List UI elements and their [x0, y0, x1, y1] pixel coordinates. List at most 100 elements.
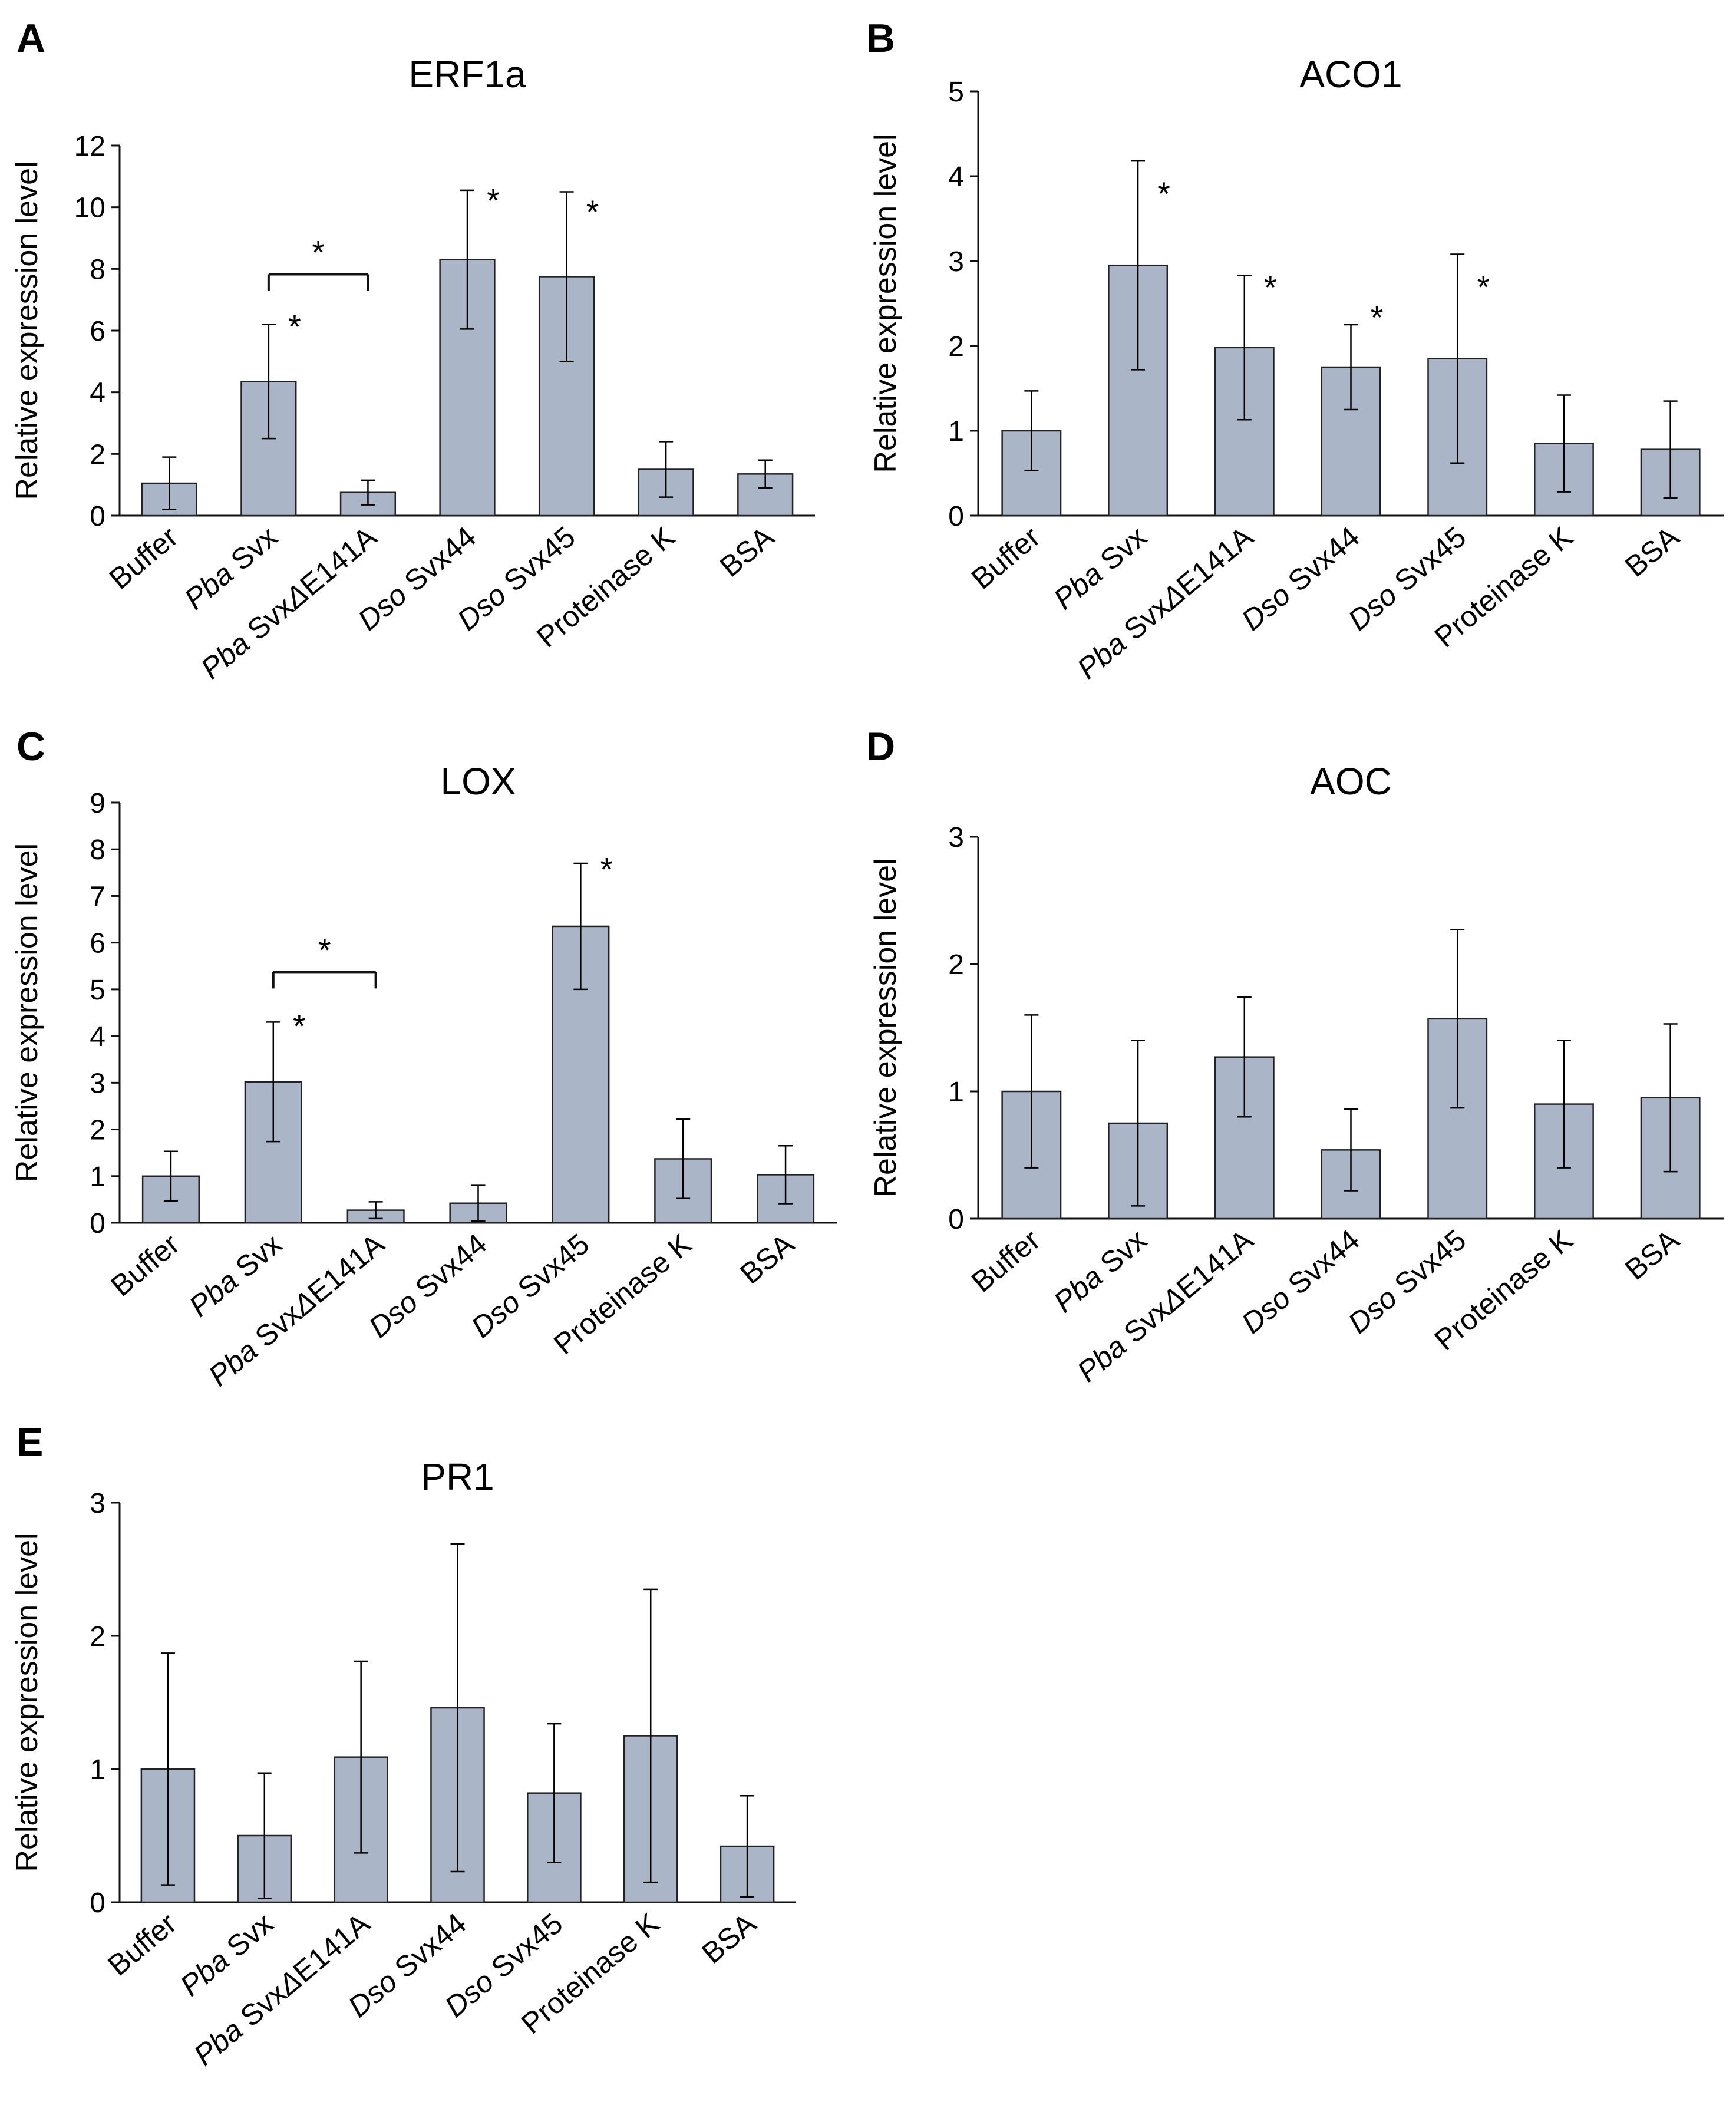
bracket-star: * — [318, 931, 331, 968]
bar — [244, 1081, 302, 1224]
y-tick-label: 12 — [74, 131, 105, 162]
y-tick-label: 1 — [90, 1754, 105, 1786]
y-tick-label: 4 — [948, 161, 964, 193]
panel-letter: D — [866, 724, 895, 769]
significance-bracket: * — [272, 931, 377, 989]
significance-star: * — [600, 851, 613, 888]
x-tick-label-part: BSA — [734, 1227, 800, 1291]
panel-letter: E — [16, 1420, 43, 1464]
significance-star: * — [1371, 299, 1384, 336]
x-tick-label-part: Svx45 — [478, 1907, 569, 1990]
y-tick-label: 2 — [90, 439, 105, 470]
x-tick-label-part: Buffer — [103, 520, 184, 596]
chart-title: ACO1 — [1299, 53, 1402, 95]
x-tick-label: Pba Svx — [1047, 520, 1153, 616]
x-tick-label: Buffer — [965, 520, 1046, 596]
y-tick-label: 2 — [948, 331, 964, 362]
chart-title: AOC — [1310, 760, 1392, 803]
x-tick-label-part: E141A — [1170, 1223, 1259, 1305]
y-tick-label: 3 — [948, 246, 964, 278]
x-tick-label: Buffer — [103, 520, 184, 596]
x-tick-label: Buffer — [105, 1228, 186, 1303]
y-tick-label: 8 — [90, 834, 105, 866]
x-tick-label: BSA — [695, 1906, 762, 1970]
y-tick-label: 3 — [90, 1068, 105, 1099]
significance-bracket: * — [267, 234, 369, 291]
y-tick-label: 0 — [90, 1888, 105, 1919]
x-tick-label: Pba SvxΔE141A — [187, 1906, 376, 2072]
y-tick-label: 6 — [90, 316, 105, 347]
x-tick-label: Buffer — [102, 1907, 183, 1982]
x-tick-label: Dso Svx44 — [1235, 520, 1365, 637]
y-tick-label: 1 — [90, 1162, 105, 1193]
y-tick-label: 0 — [90, 1208, 105, 1239]
x-tick-label-part: Svx44 — [382, 1907, 472, 1990]
x-tick-label: Dso Svx44 — [1235, 1223, 1365, 1340]
x-tick-label-part: Buffer — [102, 1907, 183, 1982]
x-tick-label: Pba SvxΔE141A — [1071, 520, 1260, 685]
y-tick-label: 2 — [948, 949, 964, 981]
x-tick-label-part: BSA — [1619, 1223, 1685, 1286]
x-tick-label-part: Svx45 — [1382, 520, 1472, 603]
y-tick-label: 5 — [90, 975, 105, 1006]
significance-star: * — [1477, 269, 1490, 306]
chart-title: PR1 — [421, 1456, 494, 1498]
chart-panel-e: E PR1 Relative expression level 0 1 2 3 BufferP… — [10, 1420, 796, 2072]
x-tick-label: Buffer — [965, 1223, 1046, 1299]
significance-star: * — [487, 182, 500, 219]
y-axis-label: Relative expression level — [869, 858, 903, 1197]
x-tick-label-part: BSA — [1619, 520, 1685, 583]
x-tick-label-part: Svx45 — [1382, 1223, 1472, 1306]
x-tick-label-part: Svx44 — [1275, 520, 1365, 603]
x-tick-label-part: Svx44 — [1275, 1223, 1365, 1306]
x-tick-label: BSA — [1619, 520, 1685, 583]
significance-star: * — [293, 1007, 306, 1044]
x-tick-label-part: Svx45 — [491, 520, 582, 603]
x-tick-label: Pba Svx — [1047, 1223, 1153, 1319]
x-tick-label: Pba SvxΔE141A — [202, 1227, 391, 1393]
chart-panel-b: B ACO1 Relative expression level 0 1 2 3 4 5 Buff… — [866, 16, 1724, 685]
significance-star: * — [586, 193, 599, 230]
x-tick-label: BSA — [1619, 1223, 1685, 1286]
x-tick-label-part: Buffer — [965, 1223, 1046, 1299]
y-tick-label: 0 — [948, 501, 964, 532]
x-tick-label: Pba SvxΔE141A — [1071, 1223, 1260, 1388]
x-tick-label: Pba SvxΔE141A — [194, 520, 383, 685]
y-axis-label: Relative expression level — [869, 134, 903, 473]
x-tick-label-part: E141A — [287, 1906, 376, 1989]
y-tick-label: 6 — [90, 928, 105, 959]
x-tick-label-part: Svx45 — [505, 1228, 595, 1311]
y-tick-label: 0 — [948, 1204, 964, 1235]
y-tick-label: 4 — [90, 378, 105, 409]
x-tick-label-part: Buffer — [105, 1228, 186, 1303]
chart-title: ERF1a — [408, 53, 526, 95]
y-tick-label: 10 — [74, 193, 105, 224]
panel-letter: C — [16, 724, 45, 769]
x-tick-label-part: E141A — [1170, 520, 1259, 602]
x-tick-label-part: BSA — [695, 1906, 762, 1970]
x-tick-label-part: E141A — [302, 1227, 391, 1309]
y-tick-label: 5 — [948, 77, 964, 108]
significance-star: * — [288, 308, 301, 345]
chart-title: LOX — [440, 760, 516, 803]
x-tick-label-part: E141A — [294, 520, 383, 602]
x-tick-label-part: Buffer — [965, 520, 1046, 596]
panel-letter: A — [16, 16, 45, 61]
x-tick-label-part: Svx44 — [392, 520, 482, 603]
y-tick-label: 3 — [948, 822, 964, 853]
y-tick-label: 2 — [90, 1115, 105, 1146]
bracket-star: * — [312, 234, 325, 271]
panel-letter: B — [866, 16, 895, 61]
significance-star: * — [1157, 175, 1170, 212]
y-axis-label: Relative expression level — [10, 843, 44, 1182]
y-tick-label: 4 — [90, 1021, 105, 1052]
y-tick-label: 9 — [90, 788, 105, 819]
y-tick-label: 1 — [948, 1077, 964, 1108]
y-tick-label: 7 — [90, 881, 105, 912]
y-tick-label: 3 — [90, 1488, 105, 1519]
x-tick-label: BSA — [714, 520, 780, 583]
chart-panel-a: A ERF1a Relative expression level 0 2 4 6 8 10 12… — [10, 16, 815, 685]
y-tick-label: 1 — [948, 416, 964, 447]
x-tick-label: BSA — [734, 1227, 800, 1291]
